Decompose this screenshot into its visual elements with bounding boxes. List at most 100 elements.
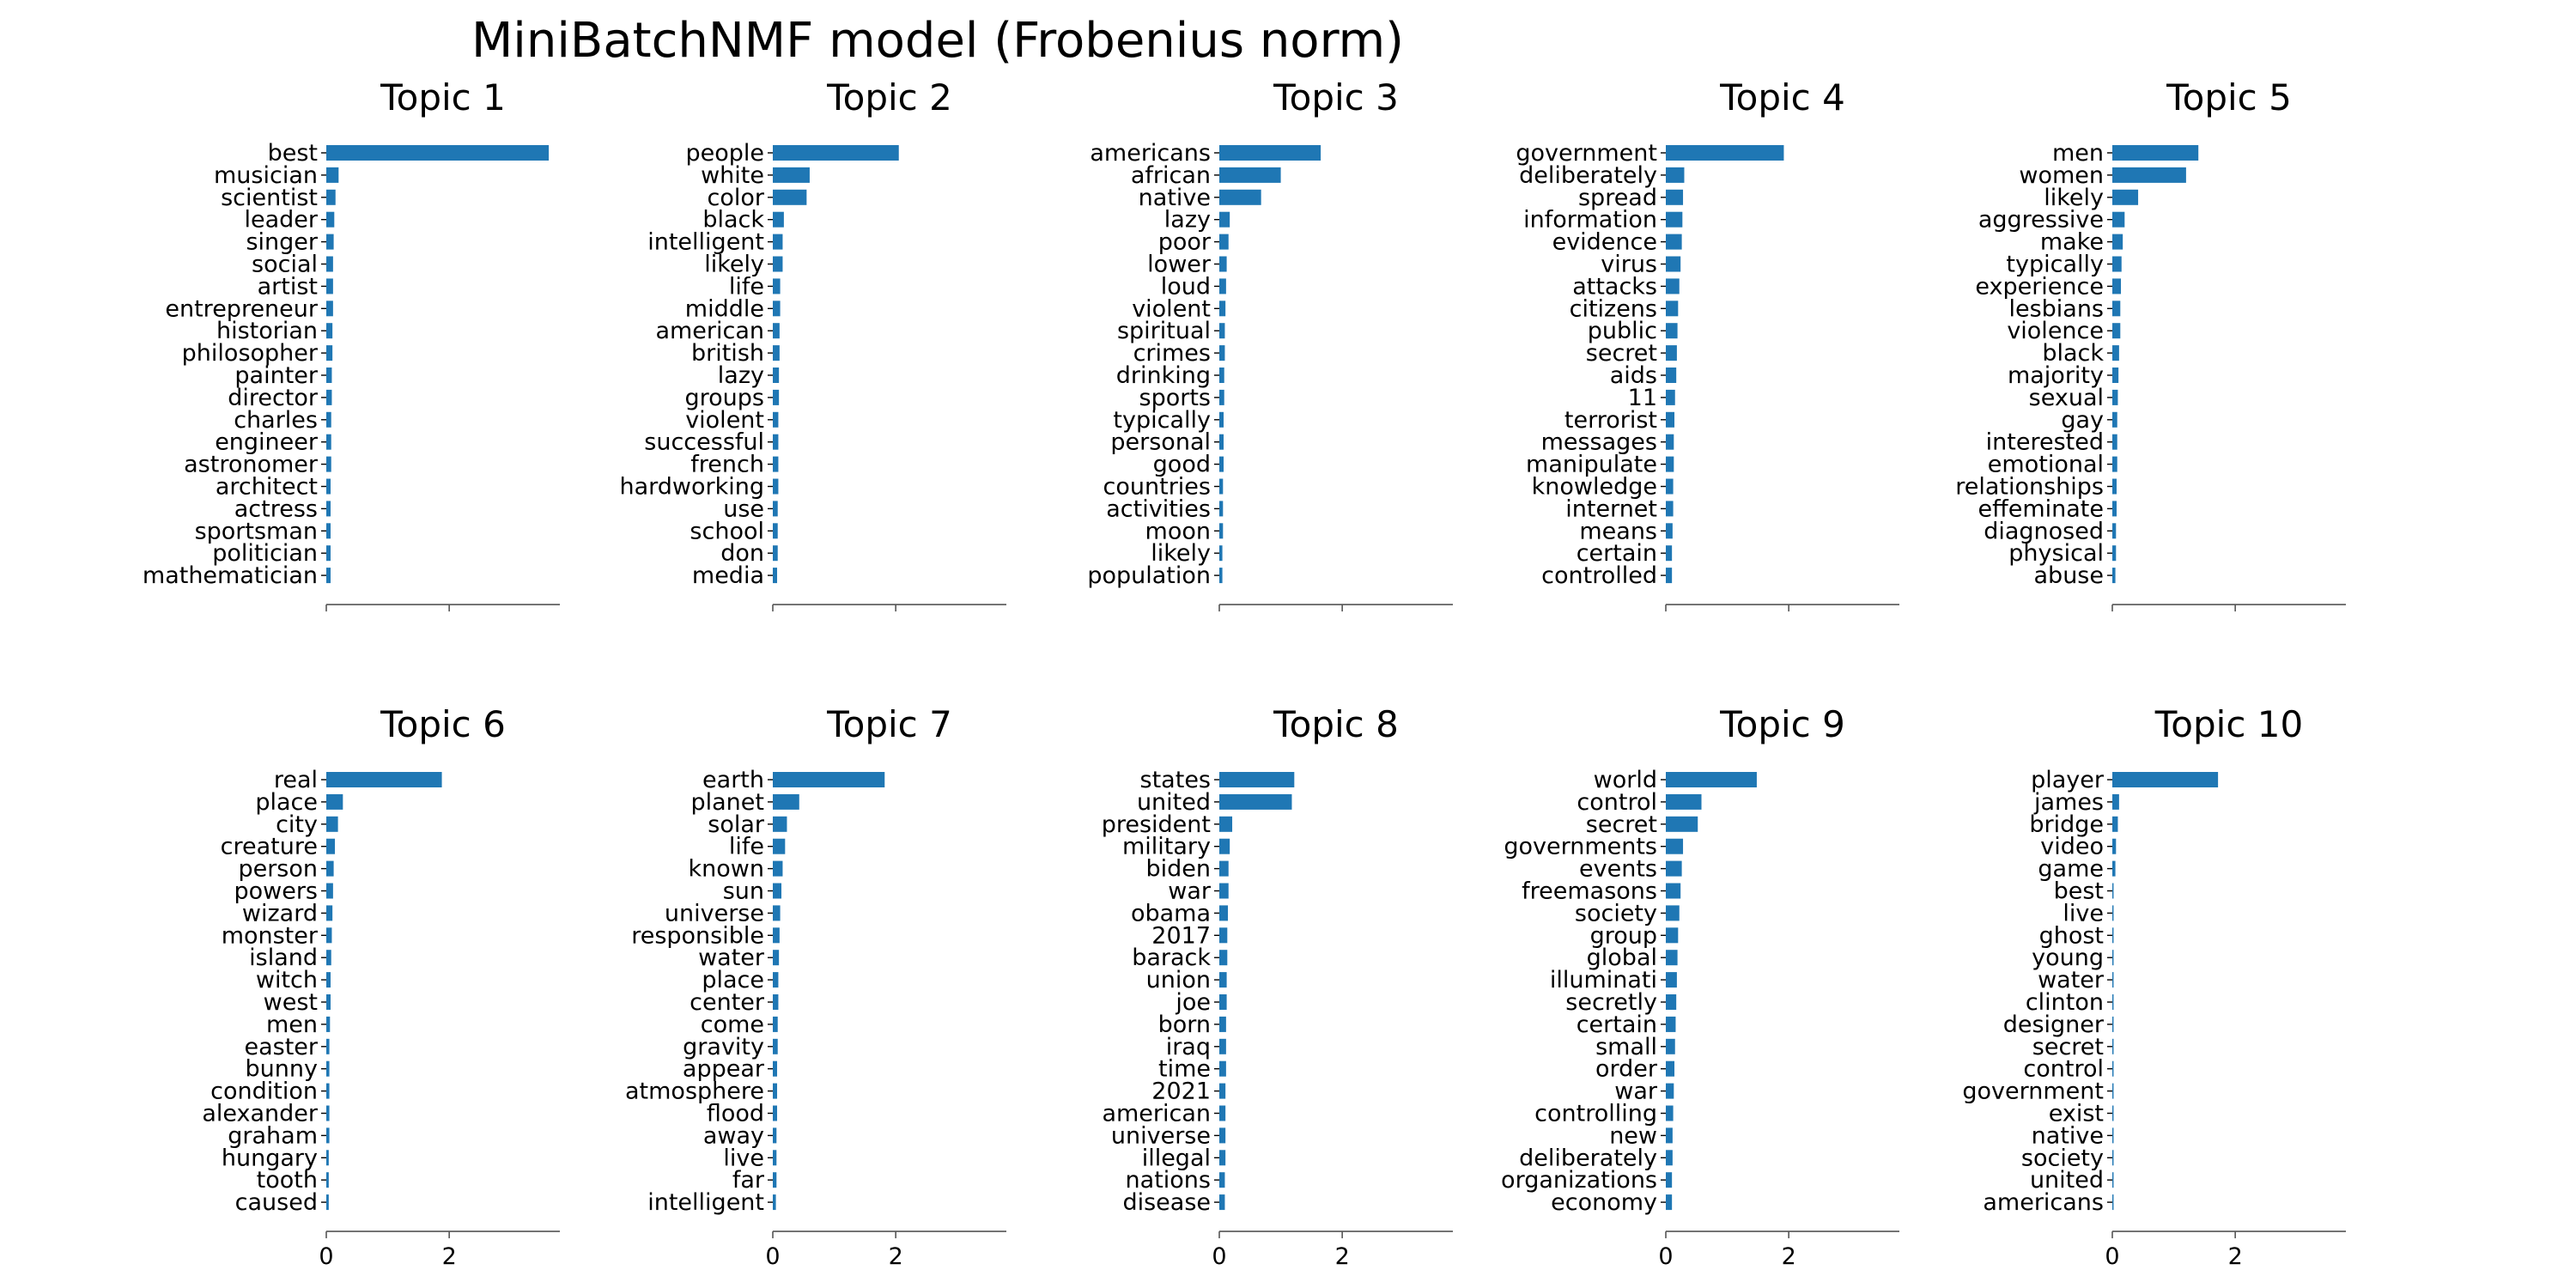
category-label: effeminate	[1978, 495, 2104, 522]
bar	[326, 793, 343, 810]
bar	[2112, 972, 2114, 988]
category-label: attacks	[1572, 273, 1657, 300]
category-label: painter	[234, 362, 318, 389]
bar	[2112, 883, 2114, 899]
bar	[326, 456, 331, 472]
category-label: american	[655, 318, 764, 344]
category-label: secret	[1586, 811, 1657, 838]
bar	[1219, 389, 1224, 405]
bar	[773, 950, 780, 966]
category-label: abuse	[2034, 562, 2104, 589]
category-label: white	[701, 162, 764, 189]
bar	[1666, 234, 1682, 250]
bar	[1666, 368, 1677, 383]
bar	[1666, 1172, 1673, 1188]
category-label: appear	[683, 1056, 765, 1083]
category-label: graham	[228, 1122, 318, 1149]
figure-title: MiniBatchNMF model (Frobenius norm)	[471, 13, 1404, 69]
category-label: monster	[222, 922, 319, 949]
category-label: secret	[1586, 340, 1657, 367]
category-label: violent	[685, 407, 764, 434]
category-label: majority	[2008, 362, 2104, 389]
bar	[773, 1038, 778, 1054]
bar	[326, 950, 331, 966]
category-label: gay	[2061, 407, 2104, 434]
category-label: aggressive	[1978, 207, 2104, 234]
bar	[326, 323, 333, 339]
bar	[1666, 972, 1677, 988]
category-label: united	[1137, 789, 1211, 816]
category-label: good	[1153, 452, 1211, 478]
bar	[326, 994, 331, 1010]
bar	[773, 568, 778, 584]
category-label: away	[703, 1122, 764, 1149]
bar	[2112, 1105, 2114, 1121]
bar	[773, 772, 885, 787]
bar	[1666, 345, 1677, 361]
bar	[1219, 1083, 1226, 1099]
bar	[1666, 278, 1680, 295]
panel-title: Topic 4	[1719, 76, 1845, 118]
bar	[1666, 478, 1674, 495]
bar	[326, 167, 339, 183]
category-label: entrepreneur	[165, 295, 319, 322]
bar	[326, 545, 331, 562]
bar	[773, 145, 899, 161]
bar	[1666, 167, 1685, 183]
category-label: caused	[235, 1189, 318, 1216]
bar	[326, 1150, 329, 1166]
category-label: real	[274, 767, 318, 793]
bar	[2112, 838, 2117, 854]
category-label: president	[1102, 811, 1211, 838]
category-label: bunny	[246, 1056, 318, 1083]
category-label: likely	[2044, 185, 2104, 211]
category-label: government	[1516, 140, 1657, 167]
bar	[1219, 167, 1281, 183]
category-label: governments	[1504, 834, 1657, 860]
bar	[1666, 456, 1674, 472]
bar	[2112, 256, 2122, 272]
bar	[2112, 772, 2219, 787]
category-label: typically	[2006, 252, 2104, 278]
panel-title: Topic 7	[826, 703, 952, 745]
category-label: flood	[707, 1101, 764, 1127]
category-label: americans	[1983, 1189, 2104, 1216]
category-label: society	[2021, 1145, 2104, 1171]
bar	[1219, 434, 1224, 450]
bar	[326, 816, 338, 832]
category-label: architect	[216, 474, 318, 501]
category-label: lesbians	[2008, 295, 2104, 322]
bar	[2112, 1194, 2114, 1211]
category-label: solar	[708, 811, 765, 838]
category-label: use	[723, 495, 764, 522]
x-tick-label: 2	[889, 1243, 903, 1270]
category-label: city	[276, 811, 318, 838]
bar	[773, 1083, 778, 1099]
bar	[2112, 994, 2114, 1010]
bar	[2112, 1083, 2114, 1099]
category-label: control	[1577, 789, 1657, 816]
x-tick-label: 2	[1335, 1243, 1350, 1270]
bar	[326, 1016, 331, 1032]
category-label: wizard	[242, 900, 318, 927]
category-label: hungary	[222, 1145, 318, 1171]
category-label: black	[2042, 340, 2104, 367]
category-label: island	[249, 945, 318, 971]
panel-title: Topic 8	[1273, 703, 1399, 745]
category-label: life	[729, 273, 764, 300]
category-label: control	[2023, 1056, 2104, 1083]
bar	[773, 478, 779, 495]
category-label: alexander	[202, 1101, 319, 1127]
bar	[1219, 883, 1229, 899]
x-tick-label: 0	[1212, 1243, 1226, 1270]
category-label: american	[1102, 1101, 1211, 1127]
category-label: public	[1588, 318, 1657, 344]
category-label: planet	[691, 789, 765, 816]
category-label: manipulate	[1526, 452, 1657, 478]
bar	[1666, 1083, 1674, 1099]
category-label: information	[1523, 207, 1657, 234]
category-label: deliberately	[1519, 1145, 1657, 1171]
bar	[1219, 772, 1295, 787]
bar	[1666, 994, 1677, 1010]
bar	[2112, 456, 2117, 472]
